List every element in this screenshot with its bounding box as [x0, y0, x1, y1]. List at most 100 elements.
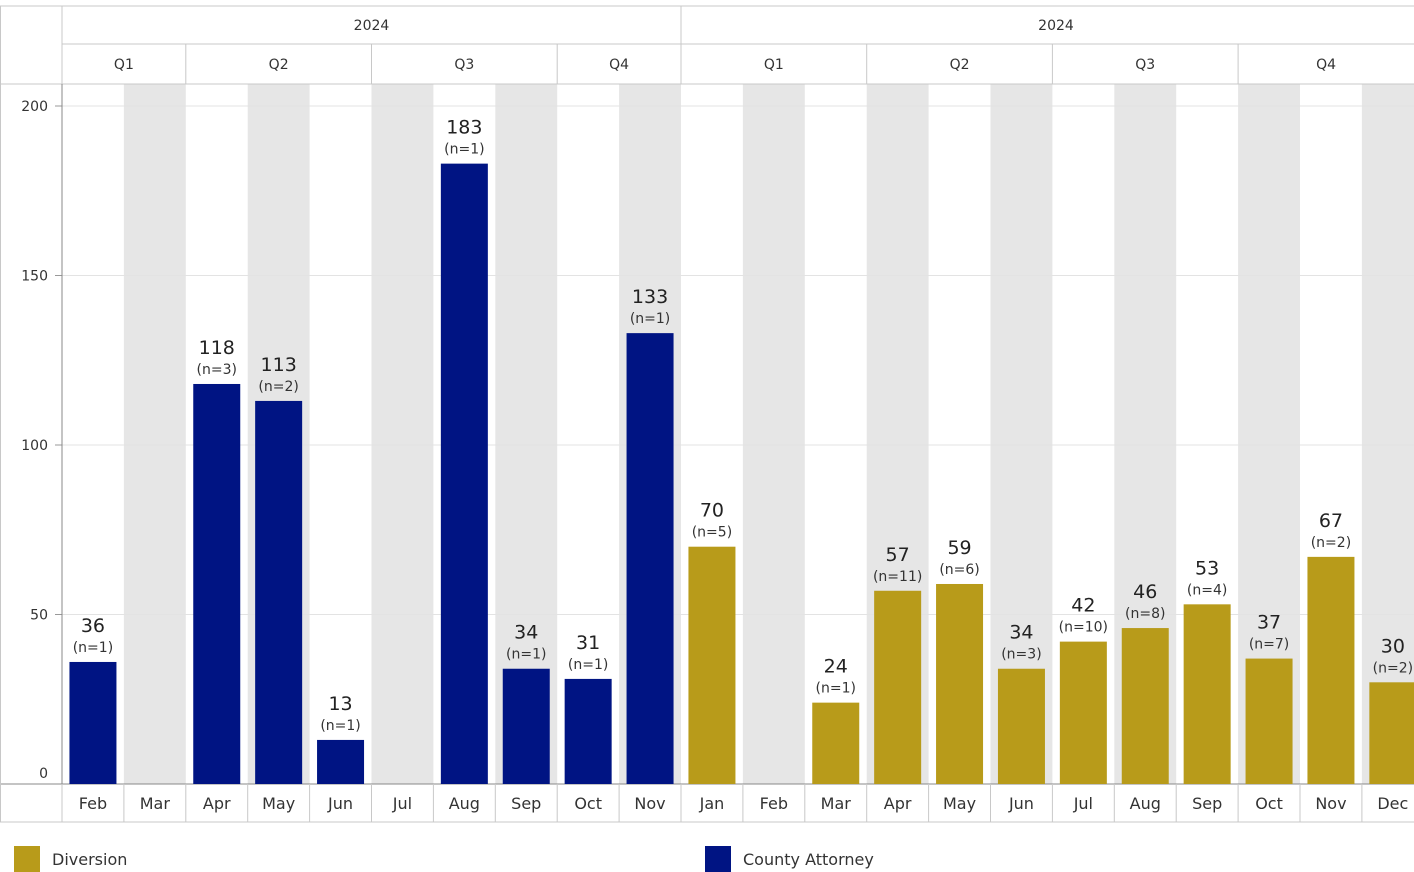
bar-n-label: (n=1) — [320, 718, 360, 734]
quarter-label: Q3 — [454, 57, 474, 73]
bar-n-label: (n=2) — [1311, 535, 1351, 551]
bar-n-label: (n=1) — [444, 142, 484, 158]
bar-n-label: (n=11) — [873, 569, 922, 585]
bar-chart: 0 50 100 150 200 Q1 Q2 Q3 Q4 2024 Q1 Q2 Q3 Q4 2024 36 (n… — [0, 5, 1414, 823]
bar-value-label: 133 — [632, 286, 668, 308]
bar-value-label: 42 — [1071, 595, 1095, 617]
bar-n-label: (n=2) — [1373, 660, 1413, 676]
bar — [564, 678, 612, 784]
x-tick-label: May — [262, 794, 295, 813]
bar-n-label: (n=6) — [939, 562, 979, 578]
y-tick-label: 200 — [21, 99, 48, 115]
column-band — [1361, 84, 1414, 784]
x-tick-label: Nov — [1315, 794, 1346, 813]
bar — [626, 333, 674, 784]
bar — [874, 590, 922, 784]
bar — [1059, 641, 1107, 784]
bar-value-label: 70 — [700, 500, 724, 522]
x-tick-label: Jul — [1073, 794, 1093, 813]
bar-value-label: 46 — [1133, 581, 1157, 603]
bar-n-label: (n=1) — [816, 681, 856, 697]
quarter-label: Q2 — [950, 57, 970, 73]
bar — [936, 583, 984, 784]
bar-n-label: (n=2) — [258, 379, 298, 395]
bar-value-label: 57 — [886, 544, 910, 566]
x-tick-label: Apr — [884, 794, 912, 813]
bar-n-label: (n=1) — [506, 647, 546, 663]
bar-value-label: 34 — [514, 622, 538, 644]
bar-n-label: (n=4) — [1187, 582, 1227, 598]
bar-n-label: (n=1) — [73, 640, 113, 656]
x-tick-label: Jun — [327, 794, 353, 813]
year-label: 2024 — [354, 18, 390, 34]
bar-value-label: 36 — [81, 615, 105, 637]
quarter-label: Q1 — [114, 57, 134, 73]
bar-n-label: (n=3) — [197, 362, 237, 378]
bar — [997, 668, 1045, 784]
bar — [69, 661, 117, 784]
bar-value-label: 113 — [261, 354, 297, 376]
bar-value-label: 30 — [1381, 635, 1405, 657]
legend-item-diversion[interactable]: Diversion — [14, 846, 127, 872]
bar-value-label: 118 — [199, 337, 235, 359]
quarter-label: Q2 — [269, 57, 289, 73]
bar — [193, 383, 241, 784]
bar — [255, 400, 303, 784]
column-band — [990, 84, 1053, 784]
bar — [1245, 658, 1293, 784]
bar-n-label: (n=5) — [692, 525, 732, 541]
column-band — [123, 84, 186, 784]
x-tick-label: Jul — [392, 794, 412, 813]
column-band — [495, 84, 558, 784]
bar-n-label: (n=7) — [1249, 637, 1289, 653]
x-tick-label: May — [943, 794, 976, 813]
legend: Diversion County Attorney — [0, 838, 1414, 872]
bar — [440, 163, 488, 784]
column-band — [371, 84, 434, 784]
x-tick-label: Dec — [1377, 794, 1408, 813]
bar-value-label: 37 — [1257, 612, 1281, 634]
x-tick-label: Sep — [1192, 794, 1222, 813]
bar — [812, 702, 860, 784]
bar-value-label: 67 — [1319, 510, 1343, 532]
x-tick-label: Mar — [140, 794, 171, 813]
bar-value-label: 13 — [328, 693, 352, 715]
quarter-label: Q1 — [764, 57, 784, 73]
x-tick-label: Oct — [1255, 794, 1283, 813]
legend-swatch-county-attorney — [705, 846, 731, 872]
bar — [502, 668, 550, 784]
x-tick-label: Mar — [821, 794, 852, 813]
x-tick-label: Aug — [1130, 794, 1161, 813]
x-tick-label: Apr — [203, 794, 231, 813]
year-label: 2024 — [1038, 18, 1074, 34]
bar-value-label: 53 — [1195, 557, 1219, 579]
bar — [317, 739, 365, 784]
legend-label-diversion: Diversion — [52, 849, 128, 869]
bar-value-label: 34 — [1009, 622, 1033, 644]
y-tick-label: 150 — [21, 269, 48, 285]
bar-value-label: 24 — [824, 656, 848, 678]
bar — [1183, 604, 1231, 784]
x-tick-label: Nov — [634, 794, 665, 813]
x-tick-label: Sep — [511, 794, 541, 813]
bar-value-label: 31 — [576, 632, 600, 654]
x-tick-label: Oct — [574, 794, 602, 813]
quarter-label: Q4 — [1316, 57, 1336, 73]
x-tick-label: Jun — [1008, 794, 1034, 813]
bar — [1121, 628, 1169, 784]
legend-swatch-diversion — [14, 846, 40, 872]
y-tick-label: 100 — [21, 438, 48, 454]
bar-n-label: (n=8) — [1125, 606, 1165, 622]
legend-label-county-attorney: County Attorney — [743, 849, 874, 869]
y-tick-label: 50 — [30, 608, 48, 624]
x-tick-label: Feb — [760, 794, 788, 813]
column-band — [742, 84, 805, 784]
x-tick-label: Feb — [79, 794, 107, 813]
bar-n-label: (n=1) — [630, 311, 670, 327]
legend-item-county-attorney[interactable]: County Attorney — [705, 846, 874, 872]
x-tick-label: Aug — [449, 794, 480, 813]
bar — [1369, 682, 1414, 784]
bar-n-label: (n=10) — [1059, 620, 1108, 636]
quarter-label: Q3 — [1135, 57, 1155, 73]
bar — [688, 546, 736, 784]
